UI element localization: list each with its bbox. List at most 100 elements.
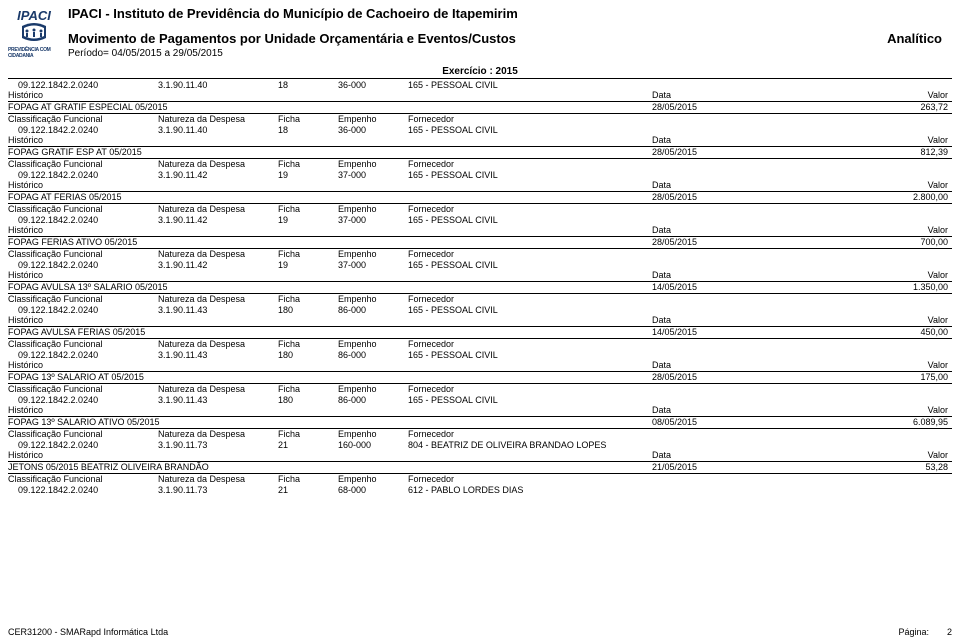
hist-label: Histórico [8, 360, 652, 370]
cell-emp: 36-000 [338, 125, 408, 135]
cell-emp: 36-000 [338, 80, 408, 90]
data-label: Data [652, 270, 852, 280]
entry-data-row: 09.122.1842.2.02403.1.90.11.4318086-0001… [8, 349, 952, 360]
cell-forn: 165 - PESSOAL CIVIL [408, 170, 952, 180]
valor-label: Valor [852, 135, 952, 145]
cell-value: 2.800,00 [852, 192, 952, 202]
hist-label: Histórico [8, 135, 652, 145]
cell-date: 28/05/2015 [652, 147, 852, 157]
valor-label: Valor [852, 315, 952, 325]
col-forn-label: Fornecedor [408, 114, 952, 124]
hist-header-row: HistóricoDataValor [8, 270, 952, 280]
data-label: Data [652, 90, 852, 100]
cell-emp: 37-000 [338, 170, 408, 180]
cell-desc: FOPAG AT GRATIF ESPECIAL 05/2015 [8, 102, 652, 112]
cell-emp: 86-000 [338, 305, 408, 315]
hist-data-row: FOPAG 13º SALARIO ATIVO 05/201508/05/201… [8, 417, 952, 427]
cell-classif: 09.122.1842.2.0240 [8, 440, 158, 450]
hist-label: Histórico [8, 270, 652, 280]
cell-ficha: 21 [278, 485, 338, 495]
hist-data-row: FOPAG FERIAS ATIVO 05/201528/05/2015700,… [8, 237, 952, 247]
cell-nat: 3.1.90.11.42 [158, 260, 278, 270]
valor-label: Valor [852, 180, 952, 190]
cell-nat: 3.1.90.11.42 [158, 215, 278, 225]
col-nat-label: Natureza da Despesa [158, 339, 278, 349]
cell-desc: FOPAG 13º SALARIO AT 05/2015 [8, 372, 652, 382]
col-emp-label: Empenho [338, 159, 408, 169]
col-nat-label: Natureza da Despesa [158, 204, 278, 214]
data-label: Data [652, 360, 852, 370]
cell-forn: 804 - BEATRIZ DE OLIVEIRA BRANDAO LOPES [408, 440, 952, 450]
cell-nat: 3.1.90.11.43 [158, 395, 278, 405]
cell-classif: 09.122.1842.2.0240 [8, 305, 158, 315]
col-nat-label: Natureza da Despesa [158, 384, 278, 394]
valor-label: Valor [852, 450, 952, 460]
hist-header-row: HistóricoDataValor [8, 90, 952, 100]
data-label: Data [652, 135, 852, 145]
hist-label: Histórico [8, 405, 652, 415]
cell-ficha: 19 [278, 170, 338, 180]
hist-data-row: JETONS 05/2015 BEATRIZ OLIVEIRA BRANDÃO2… [8, 462, 952, 472]
cell-date: 21/05/2015 [652, 462, 852, 472]
entry-block: Classificação FuncionalNatureza da Despe… [8, 203, 952, 247]
col-forn-label: Fornecedor [408, 339, 952, 349]
col-emp-label: Empenho [338, 114, 408, 124]
report-title: Movimento de Pagamentos por Unidade Orça… [68, 31, 516, 46]
cell-emp: 86-000 [338, 350, 408, 360]
column-header-row: Classificação FuncionalNatureza da Despe… [8, 249, 952, 259]
valor-label: Valor [852, 270, 952, 280]
cell-emp: 160-000 [338, 440, 408, 450]
entry-data-row: 09.122.1842.2.02403.1.90.11.4318086-0001… [8, 394, 952, 405]
cell-nat: 3.1.90.11.73 [158, 440, 278, 450]
col-classif-label: Classificação Funcional [8, 384, 158, 394]
valor-label: Valor [852, 360, 952, 370]
entry-block: Classificação FuncionalNatureza da Despe… [8, 383, 952, 427]
col-forn-label: Fornecedor [408, 384, 952, 394]
logo-caption: PREVIDÊNCIA COM CIDADANIA [8, 47, 60, 59]
cell-forn: 165 - PESSOAL CIVIL [408, 215, 952, 225]
cell-forn: 165 - PESSOAL CIVIL [408, 395, 952, 405]
cell-ficha: 18 [278, 80, 338, 90]
cell-emp: 68-000 [338, 485, 408, 495]
cell-classif: 09.122.1842.2.0240 [8, 395, 158, 405]
cell-forn: 165 - PESSOAL CIVIL [408, 80, 952, 90]
cell-ficha: 19 [278, 260, 338, 270]
cell-emp: 37-000 [338, 260, 408, 270]
hist-header-row: HistóricoDataValor [8, 360, 952, 370]
col-nat-label: Natureza da Despesa [158, 429, 278, 439]
cell-nat: 3.1.90.11.43 [158, 305, 278, 315]
exercise-year: Exercício : 2015 [0, 66, 960, 77]
col-forn-label: Fornecedor [408, 249, 952, 259]
valor-label: Valor [852, 405, 952, 415]
entry-block: Classificação FuncionalNatureza da Despe… [8, 158, 952, 202]
hist-header-row: HistóricoDataValor [8, 225, 952, 235]
cell-desc: FOPAG AVULSA FERIAS 05/2015 [8, 327, 652, 337]
cell-ficha: 180 [278, 305, 338, 315]
column-header-row: Classificação FuncionalNatureza da Despe… [8, 114, 952, 124]
column-header-row: Classificação FuncionalNatureza da Despe… [8, 159, 952, 169]
col-classif-label: Classificação Funcional [8, 294, 158, 304]
column-header-row: Classificação FuncionalNatureza da Despe… [8, 429, 952, 439]
hist-label: Histórico [8, 315, 652, 325]
col-ficha-label: Ficha [278, 474, 338, 484]
report-header: IPACI PREVIDÊNCIA COM CIDADANIA IPACI - … [0, 0, 960, 62]
col-classif-label: Classificação Funcional [8, 204, 158, 214]
col-forn-label: Fornecedor [408, 294, 952, 304]
cell-classif: 09.122.1842.2.0240 [8, 485, 158, 495]
cell-nat: 3.1.90.11.42 [158, 170, 278, 180]
period-range: Período= 04/05/2015 a 29/05/2015 [68, 48, 952, 59]
col-ficha-label: Ficha [278, 249, 338, 259]
cell-value: 263,72 [852, 102, 952, 112]
cell-nat: 3.1.90.11.40 [158, 125, 278, 135]
hist-label: Histórico [8, 450, 652, 460]
col-emp-label: Empenho [338, 339, 408, 349]
col-classif-label: Classificação Funcional [8, 429, 158, 439]
cell-date: 28/05/2015 [652, 192, 852, 202]
cell-value: 450,00 [852, 327, 952, 337]
col-ficha-label: Ficha [278, 114, 338, 124]
entry-block: Classificação FuncionalNatureza da Despe… [8, 293, 952, 337]
cell-classif: 09.122.1842.2.0240 [8, 80, 158, 90]
col-forn-label: Fornecedor [408, 159, 952, 169]
hist-data-row: FOPAG GRATIF ESP AT 05/201528/05/2015812… [8, 147, 952, 157]
entry-block: Classificação FuncionalNatureza da Despe… [8, 338, 952, 382]
